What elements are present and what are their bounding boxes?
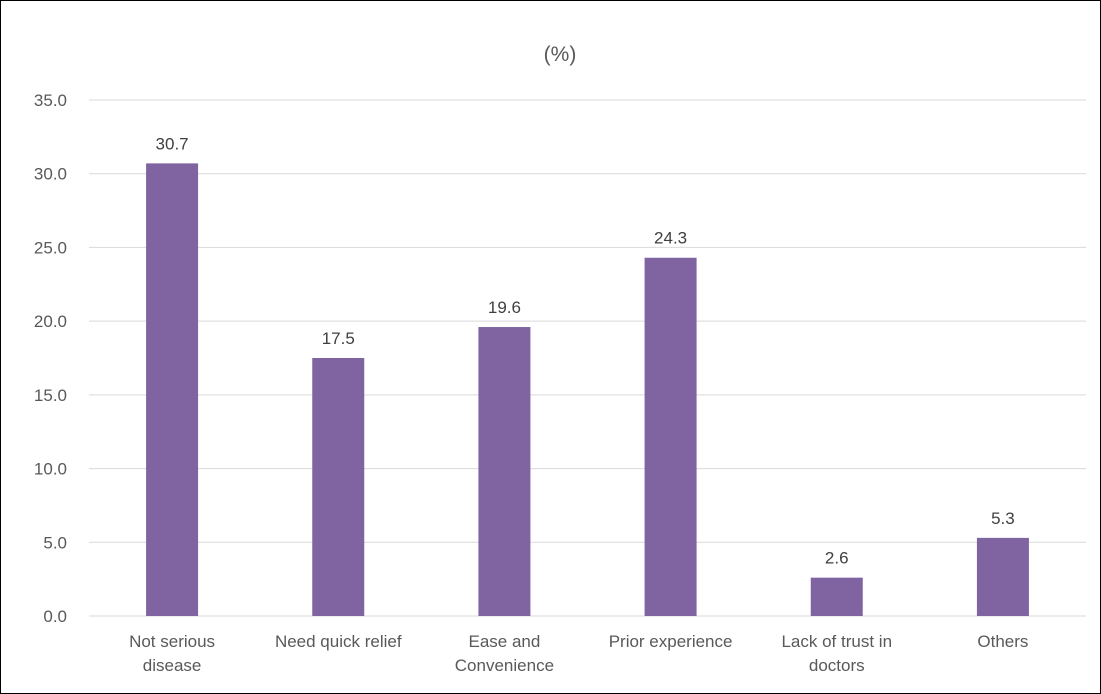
bar	[976, 537, 1029, 616]
bars	[146, 163, 1029, 616]
data-label: 17.5	[322, 329, 355, 348]
category-label: Need quick relief	[275, 632, 402, 651]
bar	[146, 163, 199, 616]
y-tick-label: 0.0	[43, 607, 67, 626]
y-tick-label: 5.0	[43, 533, 67, 552]
y-tick-label: 30.0	[34, 165, 67, 184]
category-label: Others	[977, 632, 1028, 651]
y-tick-label: 35.0	[34, 91, 67, 110]
data-labels: 30.7 17.5 19.6 24.3 2.6 5.3	[156, 134, 1015, 567]
gridlines	[89, 99, 1086, 617]
y-tick-label: 25.0	[34, 238, 67, 257]
category-label: Prior experience	[609, 632, 733, 651]
data-label: 30.7	[156, 134, 189, 153]
y-axis-ticks: 0.0 5.0 10.0 15.0 20.0 25.0 30.0 35.0	[34, 91, 67, 626]
bar	[478, 327, 531, 616]
bar	[644, 257, 697, 616]
data-label: 24.3	[654, 229, 687, 248]
category-label: Lack of trust in doctors	[781, 632, 892, 675]
data-label: 5.3	[991, 509, 1015, 528]
category-label: Not serious disease	[129, 632, 215, 675]
bar	[312, 358, 365, 616]
data-label: 2.6	[825, 549, 849, 568]
y-tick-label: 10.0	[34, 460, 67, 479]
data-label: 19.6	[488, 298, 521, 317]
bar	[810, 577, 863, 616]
x-axis-categories: Not serious disease Need quick relief Ease …	[129, 632, 1028, 675]
y-tick-label: 15.0	[34, 386, 67, 405]
chart-title: (%)	[544, 43, 577, 66]
category-label: Ease and Convenience	[455, 632, 554, 675]
y-tick-label: 20.0	[34, 312, 67, 331]
